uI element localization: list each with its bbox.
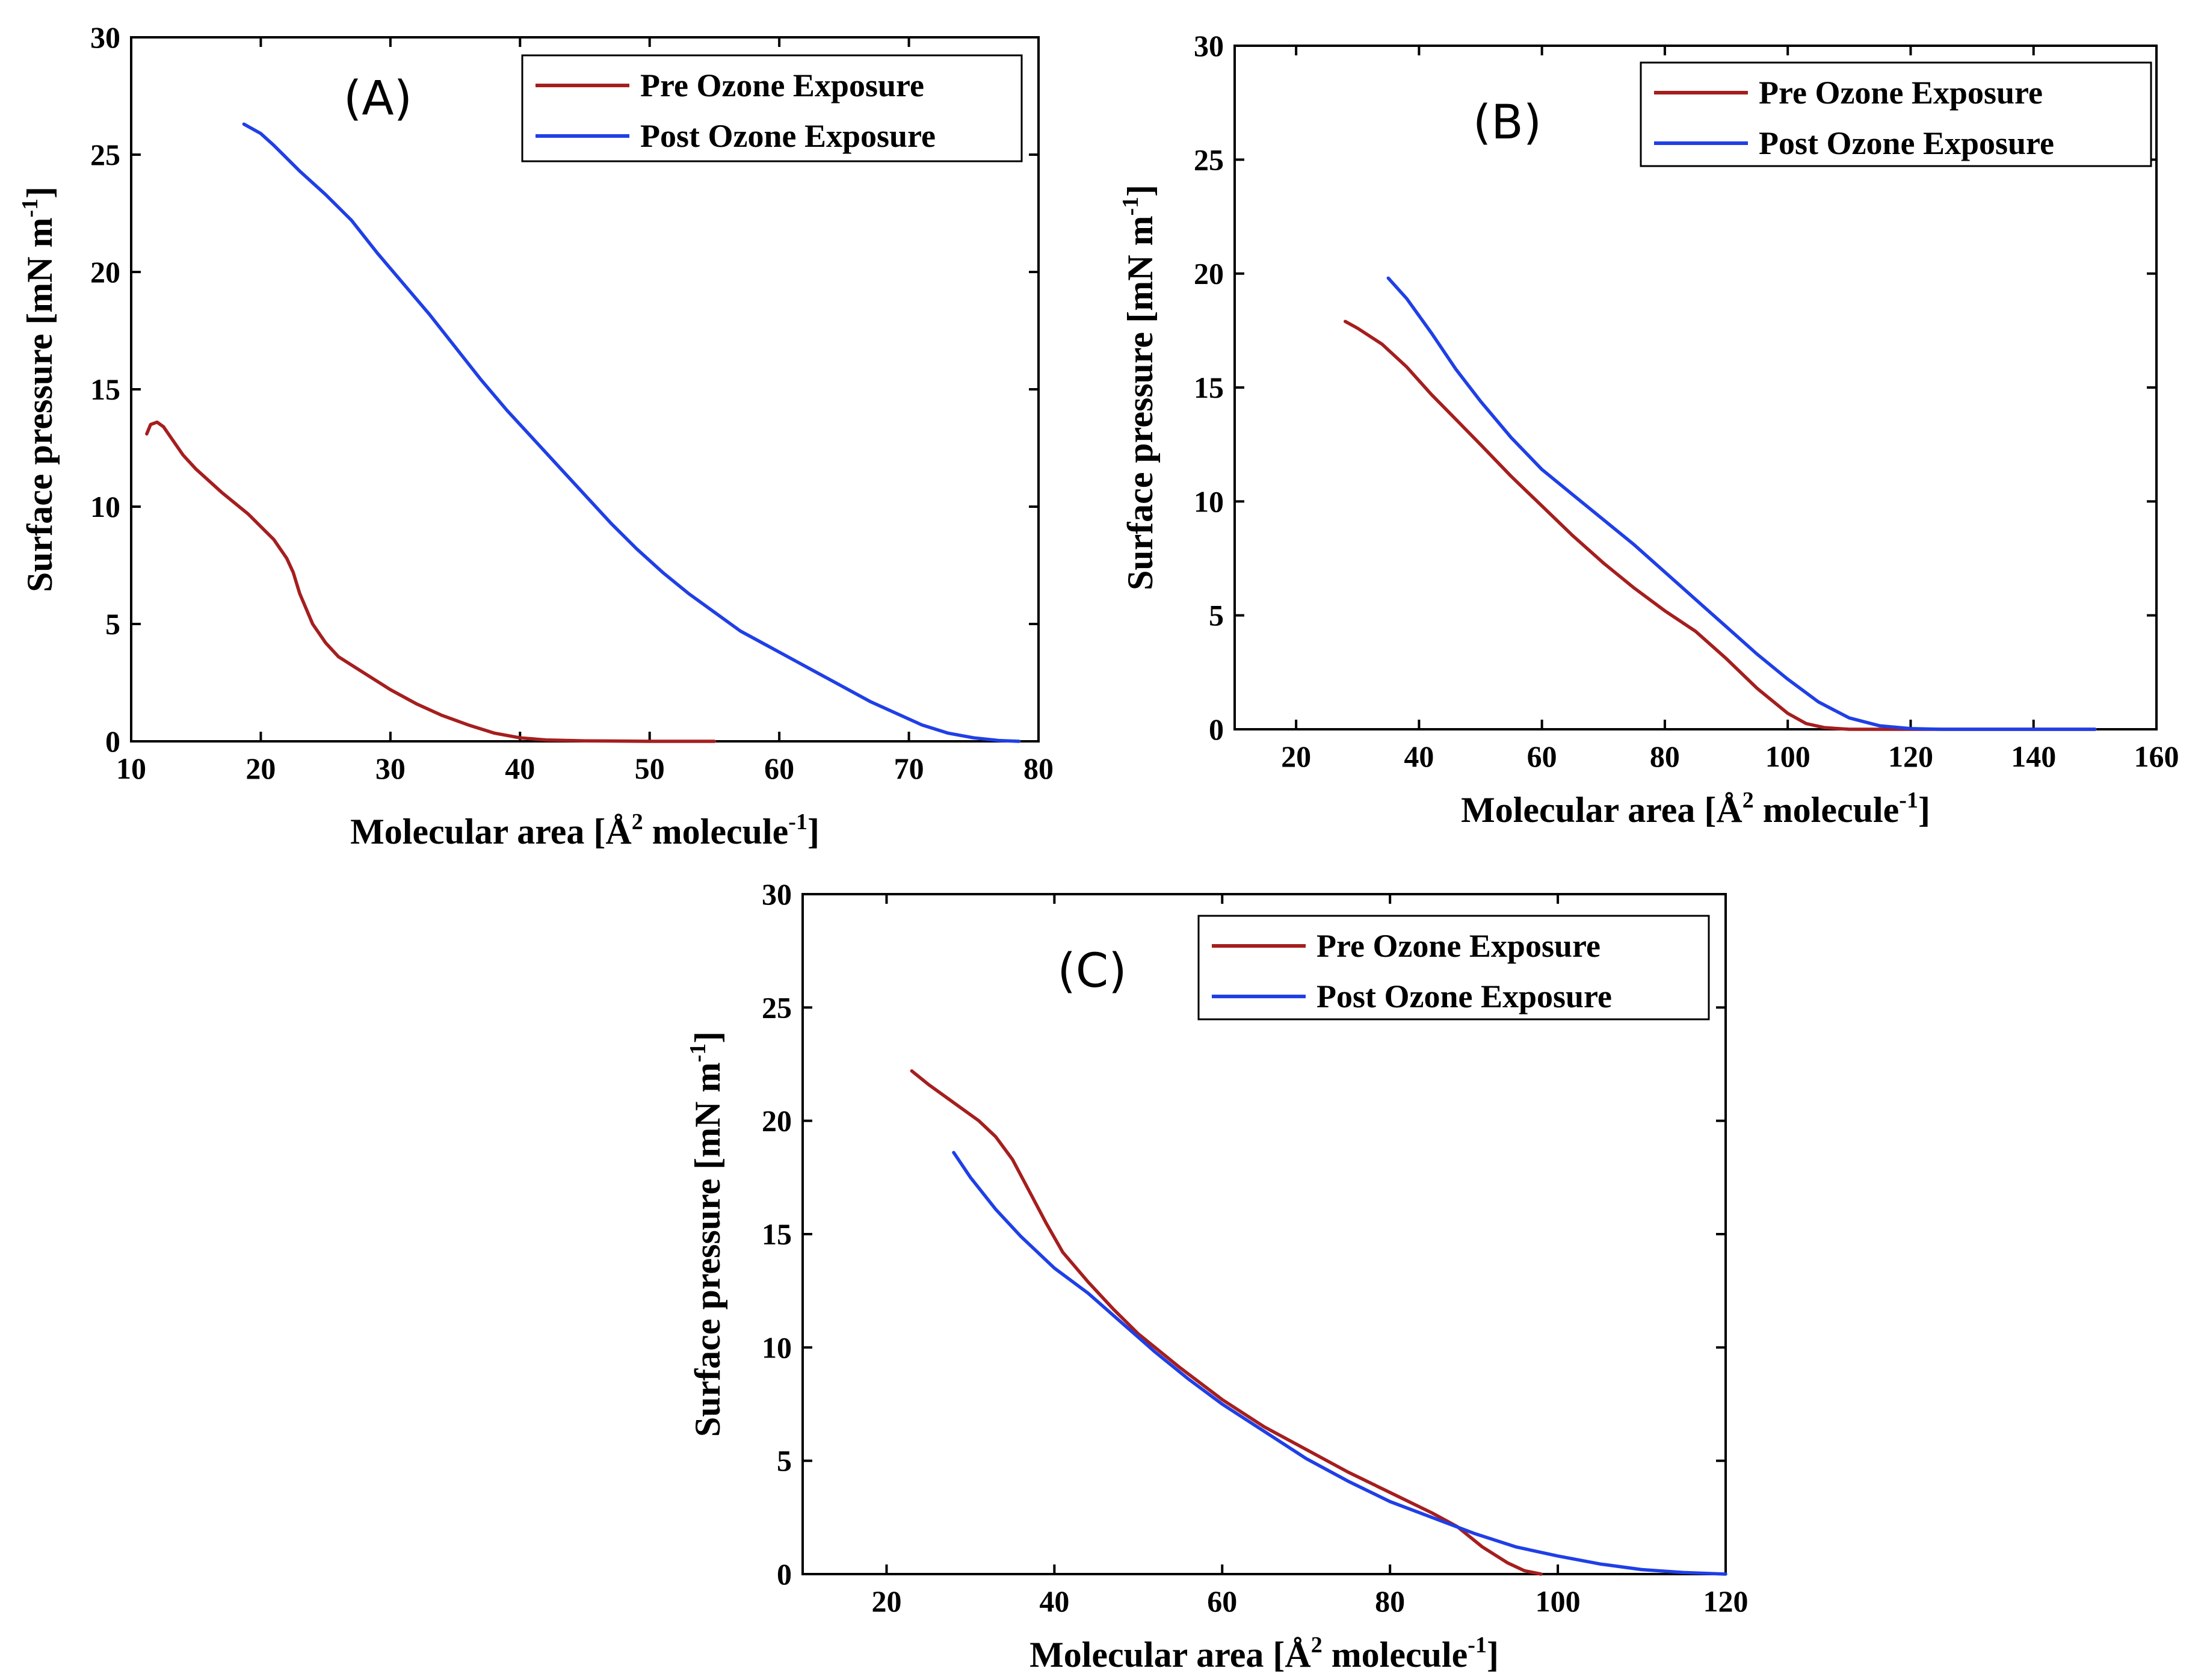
x-tick-label: 20 [1281,740,1311,773]
panel-label: (B) [1473,96,1542,150]
legend-label-pre: Pre Ozone Exposure [1759,75,2043,111]
chart-panel-1: 20 40 60 80 100 120 140 160 0 5 10 15 20 25 30 Molecula… [1118,29,2179,830]
chart-panel-0: 10 20 30 40 50 60 70 80 0 5 10 15 20 25 30 Molecular ar… [17,20,1054,851]
legend-label-pre: Pre Ozone Exposure [640,67,924,103]
x-tick-label: 60 [764,752,794,785]
y-tick-label: 25 [90,138,120,171]
post-ozone-series-line [1386,276,2097,731]
x-tick-label: 100 [1765,740,1810,773]
x-tick-label: 50 [635,752,665,785]
y-tick-label: 30 [762,877,792,911]
x-tick-label: 100 [1536,1584,1581,1618]
x-axis-title: Molecular area [Å2 molecule-1] [1461,788,1930,830]
y-tick-label: 15 [762,1217,792,1251]
x-tick-label: 80 [1650,740,1680,773]
y-tick-label: 5 [1209,599,1224,632]
y-tick-label: 10 [90,490,120,523]
legend-box [1197,915,1710,1021]
y-axis-title: Surface pressure [mN m-1] [17,187,60,592]
x-tick-label: 120 [1888,740,1933,773]
legend: Pre Ozone Exposure Post Ozone Exposure [1640,61,2152,167]
x-axis-title: Molecular area [Å2 molecule-1] [350,809,820,851]
x-tick-label: 20 [871,1584,901,1618]
y-tick-label: 30 [1194,29,1224,63]
y-axis-title: Surface pressure [mN m-1] [685,1031,727,1437]
x-tick-label: 30 [375,752,406,785]
legend: Pre Ozone Exposure Post Ozone Exposure [521,54,1023,162]
legend-label-post: Post Ozone Exposure [1759,125,2054,161]
x-tick-label: 140 [2011,740,2056,773]
y-tick-label: 30 [90,20,120,54]
y-tick-label: 20 [1194,257,1224,291]
y-tick-label: 5 [105,607,120,641]
pre-ozone-series-line [910,1069,1543,1576]
y-tick-label: 5 [777,1444,792,1478]
legend-label-post: Post Ozone Exposure [640,118,936,154]
pre-ozone-series-line [145,420,717,743]
legend-label-post: Post Ozone Exposure [1316,978,1612,1014]
chart-panel-2: 20 40 60 80 100 120 0 5 10 15 20 25 30 Molecular area… [685,877,1749,1675]
legend: Pre Ozone Exposure Post Ozone Exposure [1197,915,1710,1021]
y-axis-title: Surface pressure [mN m-1] [1118,185,1160,590]
x-tick-label: 160 [2134,740,2179,773]
x-tick-label: 40 [505,752,535,785]
x-tick-label: 10 [116,752,146,785]
y-tick-label: 25 [1194,143,1224,176]
x-tick-label: 40 [1039,1584,1069,1618]
y-tick-label: 10 [1194,484,1224,518]
y-tick-label: 20 [90,255,120,289]
x-tick-label: 40 [1404,740,1434,773]
legend-label-pre: Pre Ozone Exposure [1316,928,1600,964]
y-tick-label: 0 [105,724,120,758]
x-tick-label: 60 [1527,740,1557,773]
post-ozone-series-line [242,122,1021,743]
y-tick-label: 0 [777,1557,792,1591]
x-tick-label: 80 [1375,1584,1405,1618]
legend-box [521,54,1023,162]
y-tick-label: 0 [1209,712,1224,746]
y-tick-label: 25 [762,990,792,1024]
x-axis-title: Molecular area [Å2 molecule-1] [1029,1632,1499,1675]
post-ozone-series-line [952,1150,1727,1576]
y-tick-label: 15 [90,372,120,406]
x-tick-label: 60 [1207,1584,1237,1618]
x-tick-label: 80 [1023,752,1054,785]
legend-box [1640,61,2152,167]
x-tick-label: 70 [894,752,924,785]
y-tick-label: 15 [1194,371,1224,404]
panel-label: (A) [344,72,412,126]
y-tick-label: 20 [762,1104,792,1138]
panel-label: (C) [1057,944,1126,998]
pre-ozone-series-line [1344,320,2097,731]
y-tick-label: 10 [762,1330,792,1364]
x-tick-label: 120 [1703,1584,1749,1618]
x-tick-label: 20 [245,752,276,785]
